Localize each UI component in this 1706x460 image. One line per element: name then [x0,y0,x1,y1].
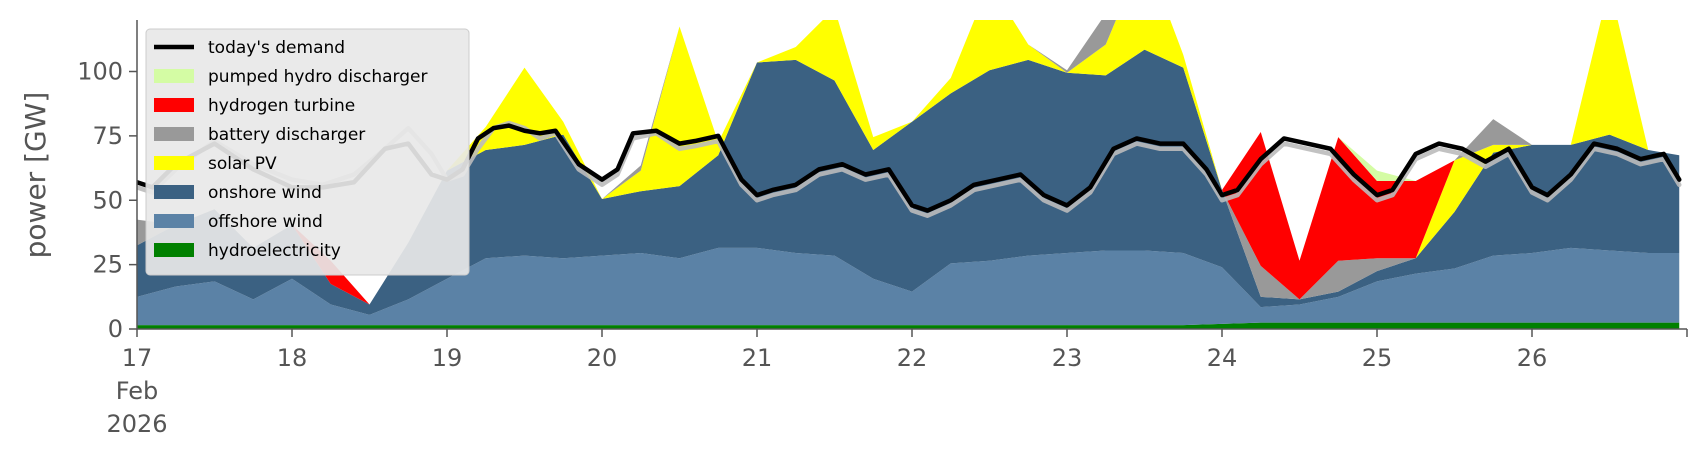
area-solar-pv [137,20,1680,305]
legend-swatch [154,69,194,83]
legend-label: hydroelectricity [208,241,341,261]
legend-label: solar PV [208,154,277,174]
legend-label: today's demand [208,38,345,58]
legend-item-today-s-demand: today's demand [154,38,345,58]
legend-item-hydroelectricity: hydroelectricity [154,241,341,261]
x-tick-label: 23 [1052,344,1083,372]
x-tick-label: 17 [122,344,153,372]
x-tick-label: 20 [587,344,618,372]
legend-label: pumped hydro discharger [208,67,427,87]
x-tick-label: 18 [277,344,308,372]
x-tick-label: 26 [1517,344,1548,372]
legend-swatch [154,243,194,257]
y-axis-label-group: power [GW] [19,92,52,259]
x-tick-label: 24 [1207,344,1238,372]
y-tick-label: 50 [92,186,123,214]
area-offshore-wind [137,247,1680,326]
x-tick-month-label: Feb [116,377,159,405]
legend-item-hydrogen-turbine: hydrogen turbine [154,96,355,116]
x-tick-year-label: 2026 [106,410,167,438]
area-onshore-wind [137,49,1680,315]
y-tick-label: 25 [92,251,123,279]
legend-item-solar-pv: solar PV [154,154,277,174]
x-tick-label: 21 [742,344,773,372]
x-tick-label: 19 [432,344,463,372]
legend-swatch [154,98,194,112]
legend-label: offshore wind [208,212,323,232]
legend-box [145,28,470,276]
y-tick-label: 0 [108,315,123,343]
legend-swatch [154,214,194,228]
x-tick-label: 25 [1362,344,1393,372]
legend-swatch [154,185,194,199]
y-tick-label: 75 [92,122,123,150]
legend-item-offshore-wind: offshore wind [154,212,323,232]
axes-layer: 0 25 50 75 100 17 Feb 2026 18 19 20 21 22 23 24 25 26 [77,20,1688,438]
legend-swatch [154,156,194,170]
area-layer [137,20,1680,329]
x-tick-label: 22 [897,344,928,372]
legend-item-battery-discharger: battery discharger [154,125,365,145]
legend-swatch [154,127,194,141]
y-axis-label: power [GW] [19,92,52,259]
legend-label: hydrogen turbine [208,96,355,116]
legend: today's demand pumped hydro discharger hyd… [145,28,470,276]
legend-label: onshore wind [208,183,322,203]
y-tick-label: 100 [77,58,123,86]
legend-item-pumped-hydro-discharger: pumped hydro discharger [154,67,427,87]
area-hydroelectricity [137,322,1680,329]
legend-item-onshore-wind: onshore wind [154,183,322,203]
legend-label: battery discharger [208,125,365,145]
